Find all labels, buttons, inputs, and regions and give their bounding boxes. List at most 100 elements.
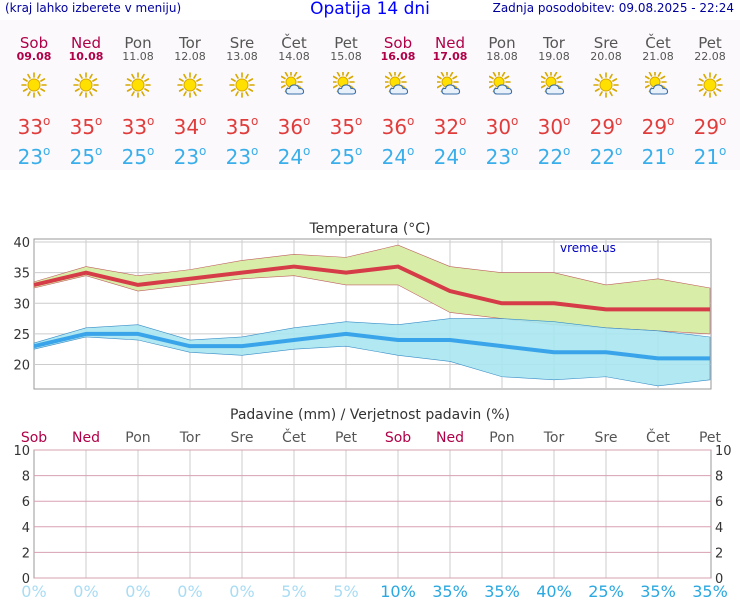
day-name: Sob <box>383 34 413 52</box>
degree-sign: o <box>719 144 727 158</box>
min-temperature: 21o <box>693 144 727 169</box>
degree-sign: o <box>251 144 259 158</box>
y-tick-label: 20 <box>13 359 30 374</box>
max-temperature: 30o <box>537 114 571 139</box>
partly-cloudy-icon <box>487 70 515 98</box>
sunny-icon <box>73 72 99 98</box>
sunny-icon <box>21 72 47 98</box>
degree-sign: o <box>615 114 623 128</box>
max-temperature: 36o <box>277 114 311 139</box>
temperature-chart-title: Temperatura (°C) <box>308 221 430 237</box>
degree-sign: o <box>95 114 103 128</box>
day-column: Čet 21.08 29o 21o <box>632 20 684 170</box>
degree-sign: o <box>459 144 467 158</box>
location-menu-hint: (kraj lahko izberete v meniju) <box>5 1 182 15</box>
min-temperature: 24o <box>381 144 415 169</box>
degree-sign: o <box>43 144 51 158</box>
y-tick-label: 30 <box>13 297 30 312</box>
max-temperature: 34o <box>173 114 207 139</box>
day-name: Pon <box>488 34 516 52</box>
y-tick-label-right: 10 <box>715 444 732 459</box>
sunny-icon <box>229 72 255 98</box>
precip-day-label: Tor <box>179 430 201 446</box>
max-temperature: 33o <box>17 114 51 139</box>
degree-sign: o <box>251 114 259 128</box>
precip-probability: 0% <box>21 582 46 600</box>
degree-sign: o <box>459 114 467 128</box>
day-column: Sob 16.08 36o 24o <box>372 20 424 170</box>
min-temperature: 25o <box>121 144 155 169</box>
day-column: Tor 19.08 30o 22o <box>528 20 580 170</box>
precipitation-chart: Padavine (mm) / Verjetnost padavin (%) S… <box>13 407 731 600</box>
precip-day-label: Čet <box>646 428 670 446</box>
degree-sign: o <box>147 114 155 128</box>
precip-probability: 0% <box>177 582 202 600</box>
day-column: Ned 17.08 32o 24o <box>424 20 476 170</box>
y-tick-label: 25 <box>13 328 30 343</box>
max-temperature: 36o <box>381 114 415 139</box>
precip-day-label: Sob <box>385 430 411 446</box>
precip-probability: 0% <box>73 582 98 600</box>
precip-day-label: Sre <box>595 430 618 446</box>
max-temperature-range-band <box>33 244 711 335</box>
day-column: Pon 18.08 30o 23o <box>476 20 528 170</box>
last-update: Zadnja posodobitev: 09.08.2025 - 22:24 <box>492 1 734 15</box>
precip-day-label: Pon <box>489 430 514 446</box>
min-temperature: 22o <box>537 144 571 169</box>
day-name: Pon <box>124 34 152 52</box>
sunny-icon <box>697 72 723 98</box>
y-tick-label-right: 0 <box>715 572 723 587</box>
degree-sign: o <box>199 144 207 158</box>
min-temperature: 24o <box>433 144 467 169</box>
precip-probability: 25% <box>588 582 624 600</box>
partly-cloudy-icon <box>435 70 463 98</box>
day-name: Čet <box>645 34 671 52</box>
day-date: 13.08 <box>226 50 258 63</box>
day-name: Sob <box>19 34 49 52</box>
max-temperature: 29o <box>693 114 727 139</box>
day-name: Pet <box>698 34 722 52</box>
min-temperature: 23o <box>173 144 207 169</box>
day-column: Sre 20.08 29o 22o <box>580 20 632 170</box>
degree-sign: o <box>719 114 727 128</box>
precip-probability: 35% <box>692 582 728 600</box>
max-temperature: 35o <box>225 114 259 139</box>
max-temperature-line <box>33 264 710 312</box>
watermark: vreme.us <box>560 241 616 255</box>
precip-probability: 0% <box>125 582 150 600</box>
day-date: 10.08 <box>68 50 104 63</box>
partly-cloudy-icon <box>279 70 307 98</box>
precip-day-label: Ned <box>436 430 464 446</box>
y-tick-label: 35 <box>13 267 30 282</box>
degree-sign: o <box>667 144 675 158</box>
y-tick-label-left: 0 <box>22 572 30 587</box>
precip-probability: 35% <box>484 582 520 600</box>
day-date: 18.08 <box>486 50 518 63</box>
min-temperature: 24o <box>277 144 311 169</box>
day-date: 14.08 <box>278 50 310 63</box>
min-temperature: 25o <box>69 144 103 169</box>
day-date: 11.08 <box>122 50 154 63</box>
precip-probability: 5% <box>281 582 306 600</box>
min-temperature: 23o <box>485 144 519 169</box>
y-tick-label-right: 8 <box>715 470 723 485</box>
day-date: 19.08 <box>538 50 570 63</box>
degree-sign: o <box>667 114 675 128</box>
degree-sign: o <box>147 144 155 158</box>
day-name: Tor <box>179 34 201 52</box>
y-tick-label-left: 6 <box>22 495 30 510</box>
precip-probability: 5% <box>333 582 358 600</box>
y-tick-label-right: 6 <box>715 495 723 510</box>
y-tick-label-left: 2 <box>22 546 30 561</box>
day-column: Tor 12.08 34o 23o <box>164 20 216 170</box>
day-name: Sre <box>593 34 619 52</box>
degree-sign: o <box>407 114 415 128</box>
precip-day-label: Čet <box>282 428 306 446</box>
degree-sign: o <box>355 114 363 128</box>
day-column: Čet 14.08 36o 24o <box>268 20 320 170</box>
max-temperature: 35o <box>69 114 103 139</box>
y-tick-label: 40 <box>13 236 30 251</box>
min-temperature-line <box>33 331 710 361</box>
precip-day-label: Tor <box>543 430 565 446</box>
precip-day-label: Pon <box>125 430 150 446</box>
